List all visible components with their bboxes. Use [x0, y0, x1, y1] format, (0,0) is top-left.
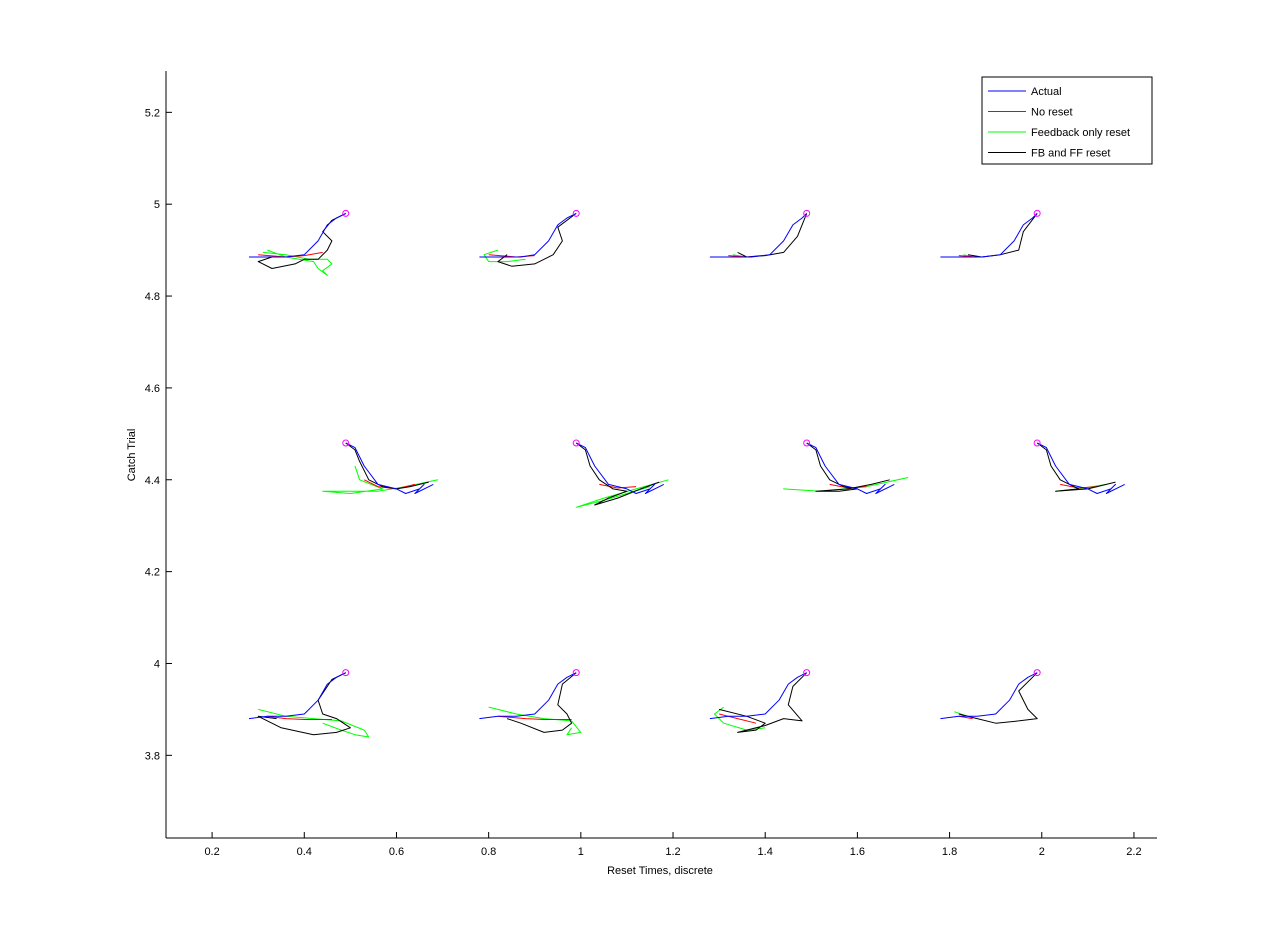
x-tick-label: 2 — [1039, 846, 1045, 858]
x-tick-label: 1.8 — [942, 846, 957, 858]
plot-area — [248, 209, 1125, 738]
trajectory-panel — [572, 439, 669, 508]
series-line-feedback-only-reset — [322, 465, 439, 494]
y-tick-label: 4 — [154, 658, 160, 670]
y-tick-label: 4.6 — [145, 383, 160, 395]
series-line-actual — [345, 442, 434, 494]
series-line-no-reset — [599, 483, 637, 489]
series-line-fb-and-ff-reset — [1036, 442, 1116, 492]
series-line-fb-and-ff-reset — [718, 672, 808, 733]
legend-label: Actual — [1031, 86, 1062, 98]
x-tick-label: 1.2 — [665, 846, 680, 858]
series-line-fb-and-ff-reset — [506, 672, 577, 733]
series-line-actual — [575, 442, 665, 494]
series-line-fb-and-ff-reset — [737, 213, 808, 258]
series-line-no-reset — [1060, 483, 1098, 489]
legend-label: No reset — [1031, 107, 1073, 119]
x-tick-label: 0.4 — [297, 846, 312, 858]
legend-label: Feedback only reset — [1031, 127, 1130, 139]
trajectory-panel — [322, 439, 439, 494]
target-marker — [572, 439, 580, 447]
series-line-feedback-only-reset — [488, 706, 582, 736]
legend-label: FB and FF reset — [1031, 148, 1110, 160]
trajectory-panel — [1033, 439, 1125, 494]
target-marker — [803, 669, 811, 677]
target-marker — [803, 209, 811, 217]
target-marker — [803, 439, 811, 447]
y-tick-label: 5.2 — [145, 107, 160, 119]
trajectory-panel — [940, 669, 1041, 724]
target-marker — [342, 439, 350, 447]
target-marker — [342, 209, 350, 217]
series-line-actual — [479, 672, 577, 720]
x-tick-label: 0.2 — [204, 846, 219, 858]
series-line-fb-and-ff-reset — [257, 212, 347, 269]
series-line-fb-and-ff-reset — [345, 442, 429, 490]
series-line-actual — [806, 442, 895, 494]
series-line-no-reset — [718, 713, 757, 724]
series-line-feedback-only-reset — [714, 706, 766, 731]
target-marker — [572, 669, 580, 677]
y-tick-label: 5 — [154, 199, 160, 211]
trajectory-panel — [940, 209, 1041, 258]
x-tick-label: 1.4 — [758, 846, 773, 858]
series-line-fb-and-ff-reset — [575, 442, 660, 506]
x-tick-label: 1.6 — [850, 846, 865, 858]
trajectory-panel — [783, 439, 909, 494]
target-marker — [342, 669, 350, 677]
series-line-actual — [479, 212, 577, 258]
series-line-actual — [940, 672, 1038, 720]
legend: Actual No reset Feedback only reset FB and … — [981, 76, 1153, 165]
series-line-fb-and-ff-reset — [257, 672, 351, 736]
x-tick-label: 2.2 — [1126, 846, 1141, 858]
series-line-feedback-only-reset — [262, 249, 333, 276]
axes: 0.2 0.4 0.6 0.8 1 1.2 1.4 1.6 1.8 2 2.2 3.8 4 4.2 4.4 4… — [145, 71, 1157, 858]
series-line-fb-and-ff-reset — [497, 212, 577, 267]
trajectory-panel — [709, 209, 811, 258]
series-line-actual — [248, 672, 347, 720]
series-line-actual — [709, 672, 807, 720]
series-line-feedback-only-reset — [258, 708, 370, 738]
y-tick-label: 3.8 — [145, 750, 160, 762]
series-line-no-reset — [829, 483, 867, 489]
trajectory-panel — [249, 209, 350, 276]
trajectory-panel — [479, 669, 582, 736]
target-marker — [572, 209, 580, 217]
y-tick-label: 4.2 — [145, 567, 160, 579]
x-tick-label: 0.8 — [481, 846, 496, 858]
series-line-feedback-only-reset — [483, 249, 526, 263]
series-line-actual — [940, 213, 1038, 258]
series-line-fb-and-ff-reset — [967, 213, 1038, 258]
y-tick-label: 4.8 — [145, 291, 160, 303]
target-marker — [1033, 669, 1041, 677]
y-axis-label: Catch Trial — [126, 429, 138, 482]
target-marker — [1033, 439, 1041, 447]
series-line-feedback-only-reset — [575, 479, 669, 508]
x-tick-label: 1 — [578, 846, 584, 858]
x-axis-label: Reset Times, discrete — [607, 865, 713, 877]
series-line-fb-and-ff-reset — [958, 672, 1038, 724]
series-line-no-reset — [267, 715, 332, 720]
trajectory-panel — [248, 669, 370, 738]
target-marker — [1033, 209, 1041, 217]
y-tick-label: 4.4 — [145, 475, 160, 487]
series-line-actual — [1036, 442, 1125, 494]
series-line-actual — [249, 212, 347, 258]
series-line-actual — [709, 213, 808, 258]
series-line-no-reset — [497, 715, 572, 720]
x-tick-label: 0.6 — [389, 846, 404, 858]
trajectory-panel — [709, 669, 811, 733]
trajectory-panel — [479, 209, 580, 267]
